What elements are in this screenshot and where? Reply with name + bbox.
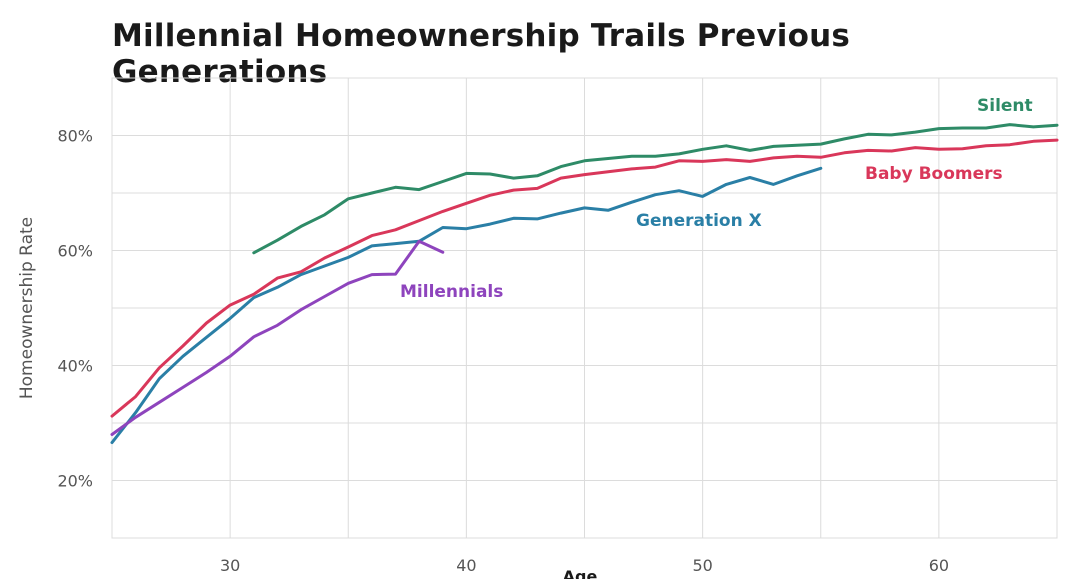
label-layer: Silent Baby Boomers Generation X Millennial… [400,96,1033,302]
series-label-generation-x: Generation X [636,211,762,231]
x-tick-label: 40 [456,556,476,575]
series-label-silent: Silent [977,96,1033,116]
y-axis-label: Homeownership Rate [17,217,37,399]
y-tick-label: 80% [57,127,93,146]
y-tick-label: 60% [57,242,93,261]
series-label-millennials: Millennials [400,282,503,302]
series-line-silent [252,123,1059,255]
series-line-millennials [110,239,445,436]
y-tick-label: 20% [57,472,93,491]
x-tick-label: 30 [220,556,240,575]
grid-layer: 30 40 50 60 20% 40% 60% 80% [57,77,1058,575]
series-line-baby-boomers [110,138,1059,418]
x-tick-label: 50 [692,556,712,575]
series-layer [110,123,1059,445]
y-tick-label: 40% [57,357,93,376]
series-label-baby-boomers: Baby Boomers [865,164,1003,184]
series-line-generation-x [110,166,823,445]
x-tick-label: 60 [929,556,949,575]
chart-title: Millennial Homeownership Trails Previous… [112,18,850,90]
x-axis-label: Age [563,567,598,579]
